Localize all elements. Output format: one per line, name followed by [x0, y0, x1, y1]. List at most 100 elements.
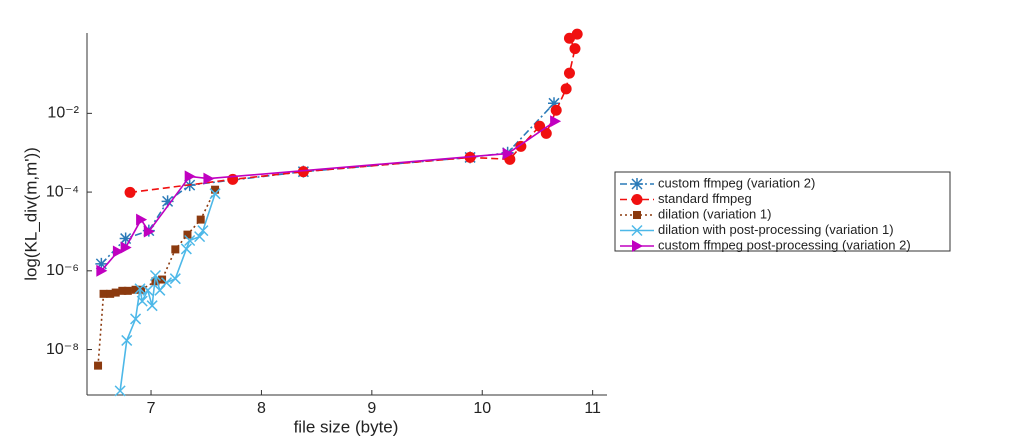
marker-shape	[563, 67, 575, 79]
x-tick-label: 8	[257, 400, 266, 417]
marker	[211, 185, 220, 194]
marker-shape	[130, 313, 142, 325]
marker-shape	[158, 275, 167, 284]
marker	[136, 213, 148, 226]
marker	[114, 385, 126, 397]
marker-shape	[211, 185, 220, 194]
marker	[130, 313, 142, 325]
marker	[550, 104, 562, 116]
marker	[550, 115, 562, 128]
legend-marker	[631, 224, 643, 237]
marker-shape	[184, 170, 196, 183]
marker	[118, 286, 127, 295]
marker-shape	[184, 234, 196, 246]
marker	[120, 241, 132, 254]
marker-shape	[114, 385, 126, 397]
legend-label: dilation with post-processing (variation…	[658, 222, 894, 237]
marker-shape	[106, 289, 115, 298]
marker	[184, 234, 196, 246]
marker	[131, 285, 140, 294]
x-tick-label: 9	[367, 400, 376, 417]
marker-shape	[136, 295, 148, 307]
marker	[548, 97, 561, 110]
legend-marker	[631, 178, 643, 190]
marker-shape	[142, 284, 154, 296]
marker-shape	[297, 166, 309, 178]
marker	[99, 289, 108, 298]
marker	[111, 288, 120, 297]
marker	[95, 257, 108, 270]
marker	[96, 264, 108, 277]
marker-shape	[121, 334, 133, 346]
marker-shape	[631, 178, 643, 190]
y-axis-label: log(KL_div(m,m'))	[21, 147, 40, 281]
legend-marker	[631, 194, 643, 205]
marker-shape	[124, 186, 136, 198]
marker-shape	[540, 127, 552, 139]
marker	[183, 230, 192, 239]
marker	[171, 245, 180, 254]
marker-shape	[209, 188, 221, 200]
marker-shape	[203, 172, 215, 185]
y-tick-label: 10⁻⁶	[46, 262, 79, 279]
marker-shape	[171, 245, 180, 254]
marker-shape	[119, 232, 132, 245]
marker	[146, 300, 158, 312]
marker-shape	[96, 264, 108, 277]
marker-shape	[120, 241, 132, 254]
marker-shape	[560, 83, 572, 95]
marker	[196, 215, 205, 224]
y-tick-label: 10⁻⁴	[46, 183, 79, 200]
marker	[180, 243, 192, 255]
marker	[563, 67, 575, 79]
marker-shape	[131, 285, 140, 294]
marker-shape	[196, 215, 205, 224]
marker-shape	[161, 195, 174, 208]
marker-shape	[118, 286, 127, 295]
x-tick-label: 7	[147, 400, 156, 417]
marker-shape	[95, 257, 108, 270]
legend-marker	[632, 240, 643, 252]
marker	[194, 231, 206, 243]
marker-shape	[631, 224, 643, 237]
marker-shape	[169, 273, 181, 285]
marker-shape	[111, 288, 120, 297]
series-line	[129, 33, 578, 194]
marker	[203, 172, 215, 185]
legend-label: dilation (variation 1)	[658, 206, 771, 221]
marker	[106, 289, 115, 298]
marker	[502, 147, 514, 160]
marker-shape	[631, 194, 643, 205]
marker-shape	[136, 213, 148, 226]
marker-shape	[160, 277, 173, 289]
marker	[158, 275, 167, 284]
marker-shape	[632, 240, 643, 252]
marker-shape	[123, 286, 132, 295]
marker	[112, 245, 124, 258]
marker	[160, 277, 173, 289]
marker	[184, 170, 196, 183]
legend-marker	[633, 211, 641, 219]
marker-shape	[548, 97, 561, 110]
marker	[571, 28, 583, 40]
marker-shape	[550, 104, 562, 116]
marker	[169, 273, 181, 285]
marker-shape	[143, 225, 155, 238]
legend	[614, 171, 951, 252]
marker	[136, 295, 148, 307]
marker	[142, 284, 154, 296]
x-axis-label: file size (byte)	[294, 417, 399, 436]
marker	[149, 269, 161, 282]
marker-shape	[569, 43, 581, 55]
marker	[124, 186, 136, 198]
legend-label: custom ffmpeg (variation 2)	[658, 175, 815, 190]
x-tick-label: 10	[473, 400, 491, 417]
marker	[119, 232, 132, 245]
marker	[540, 127, 552, 139]
legend-label: standard ffmpeg	[658, 191, 752, 206]
marker-shape	[194, 231, 206, 243]
marker-shape	[633, 211, 641, 219]
marker-shape	[183, 230, 192, 239]
x-tick-label: 11	[584, 400, 601, 417]
